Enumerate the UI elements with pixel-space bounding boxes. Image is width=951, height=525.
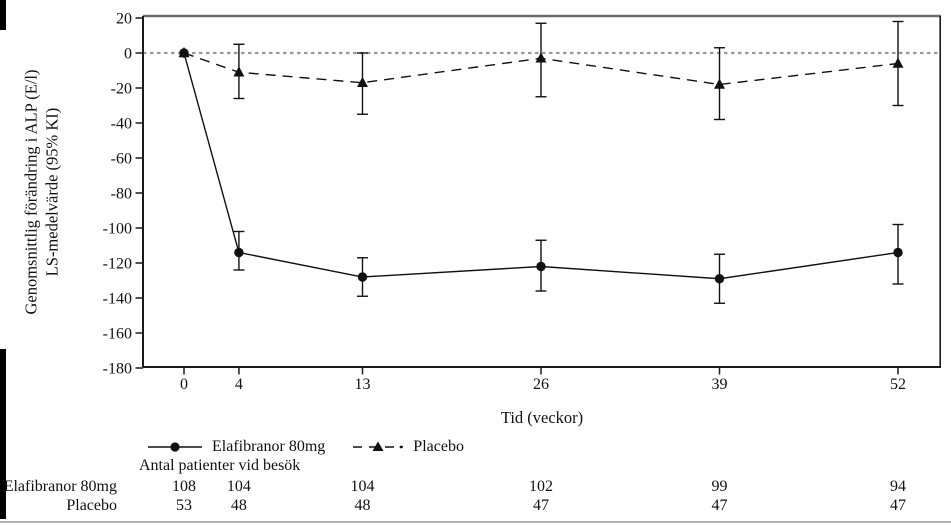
x-tick-label: 13	[355, 376, 371, 393]
bottom-divider	[0, 521, 951, 523]
triangle-marker	[892, 57, 904, 68]
x-tick-label: 4	[235, 376, 243, 393]
circle-marker	[179, 48, 189, 58]
legend: Elafibranor 80mg Placebo	[147, 438, 464, 456]
legend-label-elafibranor: Elafibranor 80mg	[212, 438, 326, 455]
row-label-elafibranor: Elafibranor 80mg	[3, 478, 117, 495]
triangle-marker	[357, 76, 369, 87]
patient-count: 47	[890, 497, 906, 514]
patient-count: 53	[176, 497, 192, 514]
patient-count: 94	[890, 478, 906, 495]
patient-count: 102	[529, 478, 553, 495]
triangle-marker	[535, 52, 547, 63]
series-line	[183, 52, 899, 86]
patient-count: 48	[354, 497, 371, 514]
y-tick-label: 0	[124, 46, 132, 63]
patients-table-title: Antal patienter vid besök	[139, 457, 301, 474]
series-placebo	[178, 20, 904, 121]
y-tick-label: 20	[116, 11, 132, 28]
patient-count: 104	[350, 478, 375, 495]
x-tick-label: 52	[890, 376, 906, 393]
circle-marker	[893, 247, 903, 258]
patient-count: 47	[533, 497, 549, 514]
circle-marker	[714, 274, 725, 284]
y-tick-label: -60	[111, 151, 132, 168]
y-tick-label: -180	[103, 361, 132, 378]
patient-count: 104	[226, 478, 251, 495]
x-tick-label: 39	[712, 376, 728, 393]
legend-item-elafibranor: Elafibranor 80mg	[147, 438, 325, 456]
row-label-placebo: Placebo	[66, 497, 117, 514]
y-tick-label: -20	[111, 81, 132, 98]
x-tick-label: 0	[180, 376, 188, 393]
legend-label-placebo: Placebo	[413, 438, 464, 455]
circle-marker	[234, 247, 244, 258]
y-tick-label: -140	[103, 291, 132, 308]
patient-count: 48	[230, 497, 247, 514]
x-axis-title: Tid (veckor)	[500, 408, 584, 427]
left-edge-artifact-bottom	[0, 349, 6, 519]
y-tick-label: -120	[103, 256, 132, 273]
series-line	[183, 52, 899, 280]
patient-count: 99	[711, 478, 728, 495]
y-tick-label: -100	[103, 221, 132, 238]
elafibranor-line-marker-icon	[148, 442, 202, 452]
y-tick-label: -80	[111, 186, 132, 203]
patient-count: 47	[711, 497, 728, 514]
circle-marker	[536, 261, 546, 272]
legend-item-placebo: Placebo	[352, 438, 464, 456]
triangle-marker	[714, 78, 726, 89]
x-tick-label: 26	[533, 376, 549, 393]
triangle-marker	[233, 66, 245, 77]
circle-marker	[357, 272, 368, 282]
left-edge-artifact-top	[0, 0, 6, 30]
series-elafibranor-80mg	[179, 48, 904, 304]
patient-count: 108	[172, 478, 196, 495]
y-tick-label: -160	[103, 326, 132, 343]
placebo-line-marker-icon	[353, 441, 404, 451]
y-tick-label: -40	[111, 116, 132, 133]
